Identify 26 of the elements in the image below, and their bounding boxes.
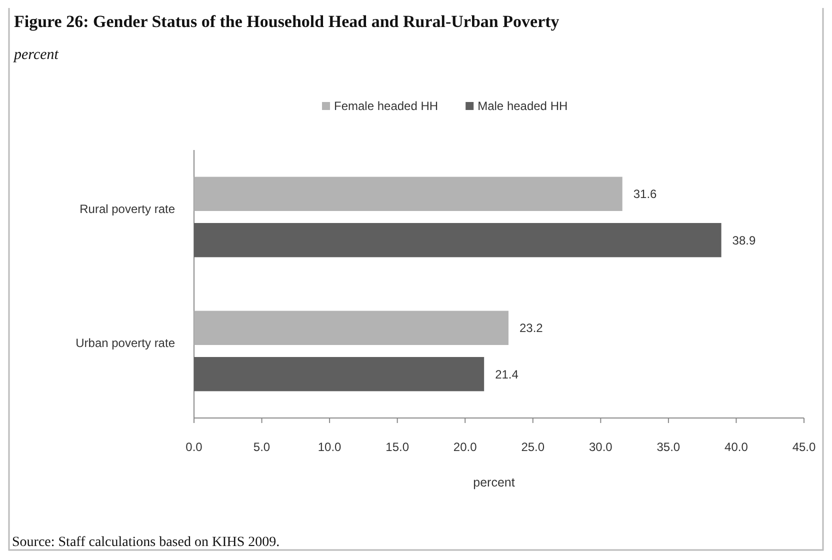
x-tick-label: 10.0 xyxy=(318,440,342,454)
x-tick-label: 40.0 xyxy=(724,440,748,454)
legend-label: Female headed HH xyxy=(334,99,438,114)
bar xyxy=(194,176,622,211)
bar xyxy=(194,310,508,345)
data-label: 38.9 xyxy=(732,233,756,248)
data-label: 31.6 xyxy=(633,187,658,202)
y-tick-label: Urban poverty rate xyxy=(76,336,176,350)
text: percent xyxy=(13,47,60,63)
bar xyxy=(194,223,722,258)
x-tick-label: 25.0 xyxy=(521,440,545,454)
x-tick-label: 45.0 xyxy=(792,440,816,454)
bar xyxy=(194,357,484,392)
x-tick-label: 15.0 xyxy=(386,440,410,454)
y-tick-label: Rural poverty rate xyxy=(80,202,176,216)
data-label: 21.4 xyxy=(495,367,519,382)
data-label: 23.2 xyxy=(519,321,544,336)
x-tick-label: 5.0 xyxy=(253,440,270,454)
chart-title: Figure 26: Gender Status of the Household Head and Rural-Urban Poverty xyxy=(14,12,560,31)
x-tick-label: 20.0 xyxy=(453,440,478,454)
x-tick-label: 30.0 xyxy=(588,440,613,454)
x-tick-label: 35.0 xyxy=(656,440,680,454)
legend-label: Male headed HH xyxy=(478,99,568,114)
x-axis-title: percent xyxy=(473,475,516,490)
x-tick-label: 0.0 xyxy=(186,440,203,454)
source-note: Source: Staff calculations based on KIHS 2009. xyxy=(12,535,280,550)
